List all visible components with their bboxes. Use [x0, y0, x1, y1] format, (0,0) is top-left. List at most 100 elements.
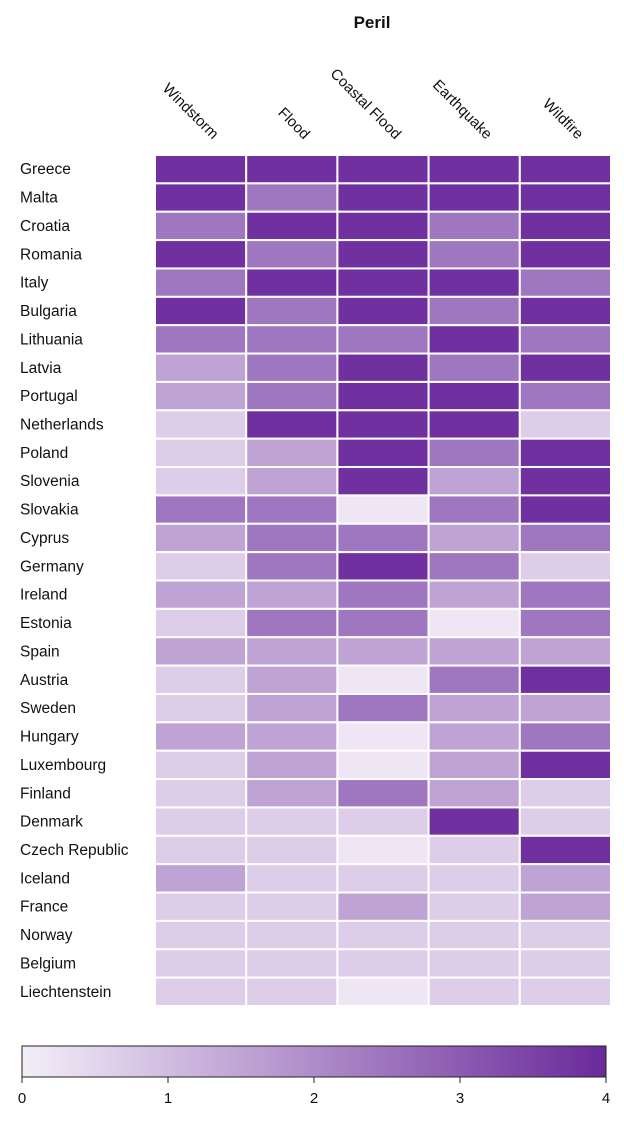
heatmap-cell — [336, 494, 430, 525]
heatmap-cell — [154, 749, 248, 781]
heatmap-cell — [518, 891, 612, 922]
row-label: Spain — [20, 643, 60, 660]
heatmap-cell — [336, 551, 430, 582]
heatmap-cell — [518, 210, 612, 242]
row-label: Czech Republic — [20, 842, 129, 859]
heatmap-cell — [427, 182, 521, 213]
chart-title: Peril — [354, 13, 391, 32]
heatmap-cell — [154, 664, 248, 695]
heatmap-cell — [245, 154, 339, 185]
heatmap-cell — [336, 778, 430, 809]
row-label: Luxembourg — [20, 757, 106, 774]
heatmap-cell — [427, 494, 521, 525]
colorbar-tick-label: 3 — [456, 1090, 464, 1107]
heatmap-cell — [518, 551, 612, 582]
heatmap-cell — [427, 267, 521, 298]
heatmap-cell — [245, 692, 339, 724]
heatmap-cell — [336, 267, 430, 298]
heatmap-cell — [336, 891, 430, 922]
heatmap-cell — [336, 324, 430, 355]
heatmap-cell — [336, 664, 430, 695]
heatmap-cell — [336, 579, 430, 610]
heatmap-cell — [245, 267, 339, 298]
colorbar-tick-label: 1 — [164, 1090, 172, 1107]
heatmap-cell — [336, 466, 430, 497]
heatmap-cell — [518, 380, 612, 412]
heatmap-cell — [427, 295, 521, 327]
heatmap-cell — [154, 154, 248, 185]
heatmap-cell — [154, 806, 248, 837]
heatmap-cell — [427, 948, 521, 979]
heatmap-cell — [518, 948, 612, 979]
heatmap-cell — [154, 409, 248, 440]
heatmap-cell — [154, 437, 248, 469]
row-label: Austria — [20, 672, 69, 689]
heatmap-cell — [154, 522, 248, 554]
heatmap-cell — [427, 579, 521, 610]
heatmap-cell — [427, 210, 521, 242]
row-label: Latvia — [20, 360, 62, 377]
heatmap-cell — [518, 409, 612, 440]
row-label: Iceland — [20, 870, 70, 887]
heatmap-cell — [154, 891, 248, 922]
row-label: Belgium — [20, 955, 76, 972]
column-label: Coastal Flood — [327, 65, 404, 142]
heatmap-cell — [518, 778, 612, 809]
heatmap-cell — [245, 352, 339, 383]
row-label: Italy — [20, 275, 49, 292]
heatmap-cell — [336, 239, 430, 270]
heatmap-cell — [336, 522, 430, 554]
heatmap-cell — [336, 380, 430, 412]
heatmap-cell — [245, 551, 339, 582]
heatmap-cell — [154, 352, 248, 383]
heatmap-cell — [518, 295, 612, 327]
row-label: Estonia — [20, 615, 72, 632]
heatmap-cell — [245, 522, 339, 554]
row-label: Denmark — [20, 814, 83, 831]
heatmap-cell — [154, 380, 248, 412]
heatmap-cell — [427, 834, 521, 866]
heatmap-cell — [518, 352, 612, 383]
heatmap-cell — [427, 778, 521, 809]
row-label: Bulgaria — [20, 303, 77, 320]
row-label: Norway — [20, 927, 73, 944]
heatmap-cell — [154, 466, 248, 497]
heatmap-cell — [336, 749, 430, 781]
heatmap-cell — [518, 239, 612, 270]
heatmap-cell — [427, 380, 521, 412]
heatmap-cell — [336, 721, 430, 752]
heatmap-cell — [154, 778, 248, 809]
heatmap-cell — [427, 891, 521, 922]
row-label: Hungary — [20, 729, 79, 746]
heatmap-cell — [518, 466, 612, 497]
heatmap-cell — [154, 579, 248, 610]
heatmap-cell — [518, 154, 612, 185]
heatmap-cell — [427, 919, 521, 951]
heatmap-cell — [154, 636, 248, 667]
heatmap-cell — [154, 721, 248, 752]
row-label: Netherlands — [20, 416, 104, 433]
heatmap-cell — [154, 863, 248, 894]
heatmap-cell — [518, 636, 612, 667]
heatmap-cell — [427, 324, 521, 355]
heatmap-cell — [427, 466, 521, 497]
heatmap-cell — [245, 976, 339, 1008]
row-label: Germany — [20, 558, 84, 575]
heatmap-cell — [427, 154, 521, 185]
row-label: Slovakia — [20, 502, 79, 519]
heatmap-cell — [154, 551, 248, 582]
heatmap-cell — [154, 976, 248, 1008]
row-label: Sweden — [20, 700, 76, 717]
heatmap-cell — [154, 494, 248, 525]
colorbar-tick-label: 2 — [310, 1090, 318, 1107]
heatmap-cell — [245, 380, 339, 412]
heatmap-cell — [245, 806, 339, 837]
heatmap-cell — [518, 607, 612, 639]
heatmap-cell — [154, 182, 248, 213]
heatmap-cell — [154, 210, 248, 242]
heatmap-cell — [336, 607, 430, 639]
heatmap-cell — [245, 409, 339, 440]
row-label: France — [20, 899, 68, 916]
heatmap-cell — [245, 664, 339, 695]
